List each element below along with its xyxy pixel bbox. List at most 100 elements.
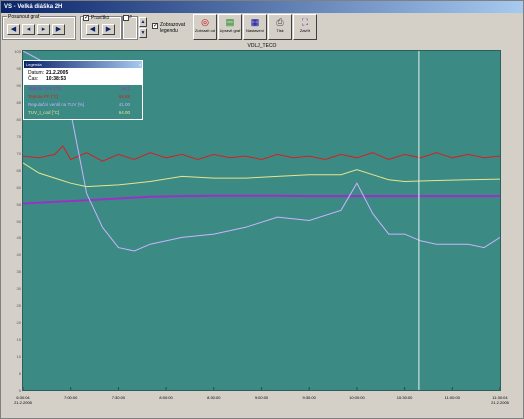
legend-rows: Teplota TUV [°C] 54.2 Teplota PF [°C] 68.88…: [24, 85, 142, 117]
triangle-down-icon: ▼: [140, 30, 146, 36]
close-button[interactable]: ⛶ Zavřít: [293, 14, 317, 40]
legend-info: Datum: 21.2.2005 Čas: 10:38:53: [24, 68, 142, 85]
y-tick-label: 30: [16, 286, 21, 292]
ruler-checkbox[interactable]: ✓: [83, 15, 90, 21]
legend-row: Teplota TUV [°C] 54.2: [24, 85, 142, 93]
x-tick-label: 10:30:00: [396, 395, 413, 400]
y-tick-label: 70: [16, 150, 21, 156]
show-from-label: Zobrazit od: [194, 28, 215, 33]
y-tick-label: 0: [18, 388, 21, 393]
chart-title: VDLJ_TECO: [247, 43, 277, 49]
show-from-button[interactable]: ◎ Zobrazit od: [193, 14, 217, 40]
legend-title: Legenda: [26, 62, 42, 67]
arrow-right-icon: ▶: [55, 26, 62, 33]
legend-series-name: TUV_t_cod [°C]: [28, 110, 60, 115]
arrow-left-icon: ◀: [89, 26, 96, 33]
series-line-2: [23, 51, 500, 252]
y-tick-label: 45: [16, 235, 21, 241]
stop-icon: ◎: [201, 17, 209, 27]
y-tick-label: 65: [16, 167, 21, 173]
y-tick-label: 25: [16, 303, 21, 309]
ruler-left-button[interactable]: ◀: [86, 24, 99, 35]
legend-date-label: Datum:: [28, 70, 45, 76]
arrow-right-icon: ▶: [105, 26, 112, 33]
legend-series-value: 64.00: [118, 110, 130, 115]
toolbar: Posunout graf ◀ ◂ ▸ ▶ ✓ Pravítko ◀ ▶ ⌕ ▲…: [1, 13, 523, 41]
shift-far-left-button[interactable]: ◀: [7, 24, 20, 35]
print-button[interactable]: ⎙ Tisk: [268, 14, 292, 40]
y-tick-label: 90: [16, 82, 21, 88]
y-tick-label: 95: [16, 65, 21, 71]
print-label: Tisk: [276, 28, 284, 33]
scroll-down-button[interactable]: ▼: [139, 28, 147, 38]
legend-row: TUV_t_cod [°C] 64.00: [24, 109, 142, 117]
x-tick-label: 9:30:00: [302, 395, 316, 400]
legend-time-label: Čas:: [28, 76, 39, 82]
legend-time-value: 10:38:53: [46, 76, 67, 82]
zoom-checkbox[interactable]: [123, 15, 129, 21]
ruler-right-button[interactable]: ▶: [102, 24, 115, 35]
shift-right-button[interactable]: ▸: [37, 24, 50, 35]
shift-far-right-button[interactable]: ▶: [52, 24, 65, 35]
x-tick-label: 11:00:00: [444, 395, 460, 400]
legend-date-value: 21.2.2005: [46, 70, 69, 76]
legend-series-value: 54.2: [121, 86, 130, 91]
edit-graph-label: Upravit graf: [219, 28, 241, 33]
zoom-group: [122, 16, 138, 40]
print-icon: ⎙: [276, 17, 284, 27]
x-tick-label: 6:30:04 21.2.2005: [14, 395, 32, 405]
exit-icon: ⛶: [301, 17, 309, 27]
y-tick-label: 100: [14, 49, 21, 54]
arrow-right-icon: ▸: [41, 26, 46, 33]
legend-close-icon[interactable]: x: [139, 62, 141, 67]
y-tick-label: 35: [16, 269, 21, 275]
y-tick-label: 55: [16, 201, 21, 207]
settings-label: Nastavení: [245, 28, 264, 33]
legend-row: Teplota PF [°C] 68.88: [24, 93, 142, 101]
shift-left-button[interactable]: ◂: [22, 24, 35, 35]
arrow-left-icon: ◀: [10, 26, 17, 33]
x-tick-label: 10:00:00: [349, 395, 365, 400]
ruler-group: [80, 16, 122, 40]
chart-svg: [23, 51, 500, 390]
chart-icon: ▤: [225, 17, 235, 27]
series-line-1: [23, 145, 500, 162]
y-tick-label: 40: [16, 252, 21, 258]
show-legend-checkbox[interactable]: ✓: [152, 23, 159, 29]
arrow-left-icon: ◂: [26, 26, 31, 33]
x-tick-label: 8:30:00: [207, 395, 221, 400]
x-tick-label: 8:00:00: [159, 395, 173, 400]
settings-icon: ▦: [250, 17, 260, 27]
edit-graph-button[interactable]: ▤ Upravit graf: [218, 14, 242, 40]
window-title: VS - Velká diáška 2H: [1, 1, 523, 13]
show-legend-label: Zobrazovat legendu: [160, 22, 186, 34]
shift-graph-label: Posunout graf: [7, 14, 41, 20]
legend-row: Regulační ventil na TUV [%] 41.00: [24, 101, 142, 109]
close-label: Zavřít: [299, 28, 311, 33]
x-tick-label: 7:00:00: [64, 395, 78, 400]
y-tick-label: 15: [16, 337, 21, 343]
x-tick-label: 9:00:00: [254, 395, 269, 400]
y-tick-label: 85: [16, 99, 21, 105]
settings-button[interactable]: ▦ Nastavení: [243, 14, 267, 40]
y-tick-label: 75: [16, 133, 21, 139]
y-tick-label: 10: [16, 354, 21, 360]
legend-series-name: Regulační ventil na TUV [%]: [28, 102, 85, 107]
legend-series-name: Teplota PF [°C]: [28, 94, 59, 99]
triangle-up-icon: ▲: [140, 19, 146, 25]
ruler-label: Pravítko: [91, 15, 110, 21]
x-tick-label: 7:30:00: [111, 395, 126, 400]
magnifier-icon: ⌕: [129, 14, 133, 20]
y-tick-label: 50: [16, 218, 21, 224]
legend-series-name: Teplota TUV [°C]: [28, 86, 62, 91]
legend-panel[interactable]: Legenda x Datum: 21.2.2005 Čas: 10:38:53 T…: [23, 60, 143, 120]
series-line-0: [23, 194, 500, 205]
scroll-up-button[interactable]: ▲: [139, 17, 147, 27]
y-tick-label: 60: [16, 184, 21, 190]
y-tick-label: 5: [18, 371, 21, 377]
y-tick-label: 20: [16, 320, 21, 326]
series-line-3: [23, 162, 500, 188]
legend-titlebar[interactable]: Legenda x: [24, 61, 142, 68]
legend-series-value: 41.00: [118, 102, 130, 107]
